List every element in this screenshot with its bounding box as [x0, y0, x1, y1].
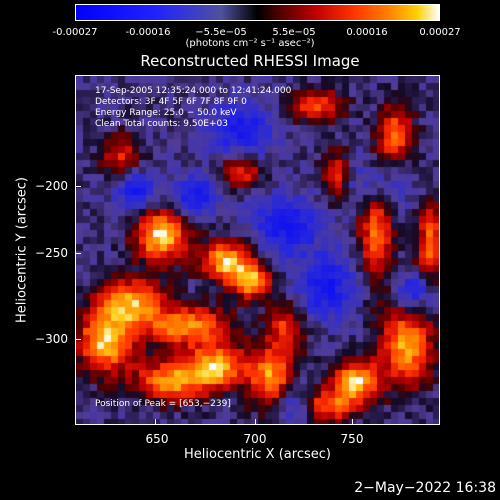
x-tick-label: 650: [145, 432, 169, 446]
colorbar: [75, 4, 440, 21]
colorbar-gradient: [76, 5, 439, 20]
annotation-energy: Energy Range: 25.0 − 50.0 keV: [95, 108, 237, 118]
y-tick-label: −200: [35, 179, 68, 193]
y-tickmark: [75, 253, 81, 254]
x-tick-label: 700: [243, 432, 267, 446]
y-axis-label: Heliocentric Y (arcsec): [14, 177, 30, 323]
colorbar-tick: -0.00016: [125, 27, 171, 38]
annotation-detectors: Detectors: 3F 4F 5F 6F 7F 8F 9F 0: [95, 97, 247, 107]
x-tickmark: [352, 419, 353, 425]
x-tick-label: 750: [340, 432, 364, 446]
chart-title: Reconstructed RHESSI Image: [140, 52, 360, 70]
timestamp: 2−May−2022 16:38: [354, 480, 496, 496]
heatmap-image: [76, 76, 439, 424]
y-tickmark: [75, 339, 81, 340]
x-tickmark: [255, 419, 256, 425]
colorbar-unit: (photons cm⁻² s⁻¹ asec⁻²): [185, 38, 315, 49]
colorbar-tick: 0.00016: [346, 27, 388, 38]
x-tickmark: [155, 419, 156, 425]
y-tick-label: −250: [35, 246, 68, 260]
colorbar-tick: 0.00027: [419, 27, 461, 38]
plot-area: 17-Sep-2005 12:35:24.000 to 12:41:24.000…: [75, 75, 440, 425]
annotation-counts: Clean Total counts: 9.50E+03: [95, 119, 228, 129]
colorbar-tick: 5.5e−05: [272, 27, 316, 38]
colorbar-tick: -0.00027: [52, 27, 98, 38]
annotation-time: 17-Sep-2005 12:35:24.000 to 12:41:24.000: [95, 86, 292, 96]
colorbar-tick: −5.5e−05: [195, 27, 247, 38]
y-tick-label: −300: [35, 332, 68, 346]
y-tickmark: [75, 186, 81, 187]
x-axis-label: Heliocentric X (arcsec): [184, 447, 331, 462]
peak-label: Position of Peak = [653,−239]: [95, 399, 231, 409]
